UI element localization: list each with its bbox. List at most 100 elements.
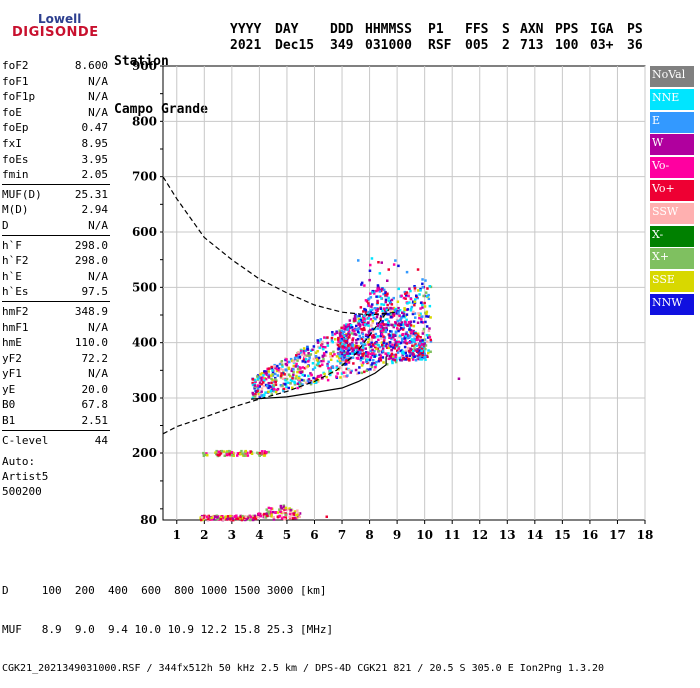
f-spread-point	[361, 354, 364, 358]
param-row: B1 2.51	[2, 413, 110, 429]
f-spread-point	[366, 312, 370, 315]
f-spread-point	[376, 288, 380, 292]
f-echo-point	[338, 366, 342, 370]
f-spread-point	[337, 347, 340, 350]
es-echo-point	[249, 518, 252, 522]
f-spread-point	[378, 357, 381, 360]
param-row: h`F2 298.0	[2, 253, 110, 269]
f-spread-point	[389, 301, 393, 305]
f-echo-point	[308, 356, 311, 359]
f-echo-point	[273, 390, 276, 393]
f-echo-point	[424, 344, 428, 347]
f-echo-point	[422, 294, 425, 298]
f-spread-point	[337, 352, 340, 356]
f-spread-point	[385, 354, 389, 357]
f-echo-point	[290, 369, 293, 373]
f-echo-point	[258, 395, 262, 399]
header-col-hhmmss: HHMMSS 031000	[365, 22, 412, 54]
f-spread-point	[420, 358, 424, 361]
f-echo-point	[339, 356, 343, 360]
f-spread-point	[361, 357, 364, 360]
f-echo-point	[413, 303, 416, 307]
f-echo-point	[315, 377, 318, 381]
header-col-value: 713	[520, 38, 544, 53]
f-echo-point	[278, 362, 282, 366]
f-spread-point	[377, 344, 380, 347]
x-tick-label: 4	[255, 528, 263, 542]
f-echo-point	[321, 340, 324, 344]
f-echo-point	[403, 337, 406, 340]
es-multiple-point	[267, 450, 270, 454]
f-spread-point	[396, 351, 400, 354]
es-multiple-point	[265, 451, 268, 454]
f-echo-point	[299, 351, 303, 355]
f-echo-point	[319, 338, 322, 341]
f-echo-point	[309, 382, 313, 386]
x-tick-label: 16	[582, 528, 599, 542]
legend: NoVal NNE E W Vo- Vo+ SSW X- X+ SSE NNW	[650, 66, 694, 317]
f-spread-point	[396, 323, 400, 327]
f-echo-point	[350, 369, 353, 373]
f-spread-point	[421, 353, 424, 357]
f-echo-point	[314, 351, 318, 354]
param-name: M(D)	[2, 203, 29, 217]
f-spread-point	[360, 342, 363, 345]
f-echo-point	[265, 373, 269, 377]
f-echo-point	[268, 384, 271, 388]
f-spread-point	[376, 301, 379, 305]
f-echo-point	[413, 347, 416, 350]
es-echo-point	[282, 505, 286, 508]
f-echo-point	[346, 337, 349, 340]
f-echo-point	[267, 382, 271, 385]
f-spread-point	[370, 291, 374, 294]
param-name: foF2	[2, 59, 29, 72]
es-echo-point	[200, 514, 204, 518]
f-spread-point	[390, 337, 393, 341]
es-echo-point	[292, 513, 295, 516]
es-multiple-point	[236, 452, 240, 455]
f-spread-point	[371, 303, 374, 306]
es-echo-point	[278, 508, 281, 511]
f-echo-point	[287, 373, 291, 376]
f-spread-point	[381, 344, 384, 347]
f-spread-point	[363, 328, 366, 331]
param-row: h`F 298.0	[2, 238, 110, 254]
f-spread-point	[354, 333, 358, 336]
es-multiple-point	[243, 454, 246, 457]
f-spread-point	[390, 298, 394, 302]
header-col-ffs: FFS 005	[465, 22, 488, 54]
f-echo-point	[260, 379, 263, 382]
es-echo-point	[221, 516, 225, 520]
param-name: yE	[2, 382, 16, 396]
es-echo-point	[245, 517, 248, 520]
f-spread-point	[376, 284, 380, 287]
f-spread-point	[351, 329, 354, 332]
f-spread-point	[414, 359, 418, 362]
es-echo-point	[286, 508, 289, 511]
es-multiple-point	[262, 452, 266, 456]
f-spread-point	[419, 352, 422, 355]
es-echo-point	[295, 516, 298, 520]
f-spread-point	[364, 308, 367, 312]
es-echo-point	[284, 513, 287, 516]
es-echo-point	[274, 511, 277, 514]
es-multiple-point	[228, 452, 231, 455]
f-echo-point	[379, 315, 383, 318]
legend-item-w: W	[650, 134, 694, 156]
es-echo-point	[298, 515, 301, 519]
f-echo-point	[369, 352, 373, 356]
es-echo-point	[219, 516, 223, 519]
f-spread-point	[419, 339, 422, 342]
f-echo-point	[424, 291, 428, 294]
f-echo-point	[407, 294, 410, 298]
f-echo-point	[262, 381, 265, 384]
f-spread-point	[349, 324, 353, 327]
f-echo-point	[331, 340, 334, 344]
f-echo-point	[405, 355, 409, 359]
es-echo-point	[233, 515, 236, 518]
f-spread-point	[393, 347, 396, 350]
f-echo-point	[326, 378, 330, 382]
es-multiple-point	[223, 454, 226, 457]
f-spread-point	[342, 350, 345, 353]
f-echo-point	[374, 363, 378, 367]
